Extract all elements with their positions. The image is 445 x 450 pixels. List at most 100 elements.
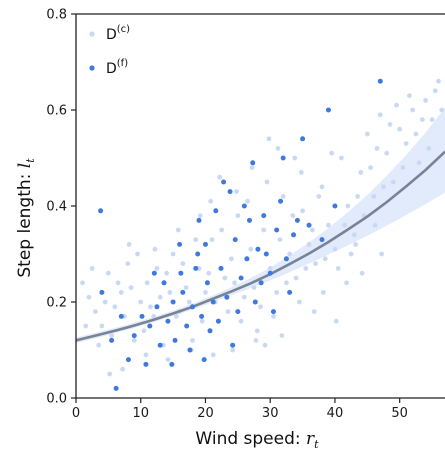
coarse-point xyxy=(118,290,124,295)
coarse-point xyxy=(165,357,171,362)
fine-point xyxy=(232,237,238,243)
fine-point xyxy=(207,328,213,334)
coarse-point xyxy=(280,194,286,199)
coarse-point xyxy=(287,251,293,257)
coarse-point xyxy=(372,222,378,228)
fine-point xyxy=(213,208,219,214)
fine-point xyxy=(218,265,224,271)
coarse-point xyxy=(345,203,351,209)
fine-point xyxy=(224,294,230,300)
coarse-point xyxy=(379,251,384,257)
coarse-point xyxy=(368,165,373,171)
coarse-point xyxy=(279,333,285,338)
fine-point xyxy=(332,203,338,209)
coarse-point xyxy=(241,294,247,300)
coarse-point xyxy=(313,261,318,266)
coarse-point xyxy=(148,304,153,310)
fine-point xyxy=(193,265,199,271)
legend-label-coarse: D(c) xyxy=(106,24,130,43)
coarse-point xyxy=(426,146,432,151)
x-axis-label-text: Wind speed: xyxy=(195,429,306,449)
coarse-point xyxy=(326,222,331,228)
fine-point xyxy=(241,203,247,209)
confidence-band xyxy=(76,107,445,344)
coarse-point xyxy=(175,227,181,233)
coarse-point xyxy=(203,290,208,295)
fine-point xyxy=(169,361,175,367)
coarse-point xyxy=(105,270,111,276)
coarse-point xyxy=(332,246,338,252)
coarse-point xyxy=(235,213,241,219)
coarse-point xyxy=(303,266,309,271)
coarse-point xyxy=(89,266,95,271)
coarse-point xyxy=(306,242,312,247)
coarse-point xyxy=(359,270,365,276)
coarse-point xyxy=(107,371,113,377)
fine-point xyxy=(113,385,119,391)
coarse-point xyxy=(266,136,272,142)
coarse-point xyxy=(151,314,157,319)
fine-point xyxy=(252,299,258,305)
coarse-point xyxy=(275,146,281,151)
legend-label-fine-name: D xyxy=(106,61,117,77)
coarse-point xyxy=(225,309,231,314)
coarse-point xyxy=(248,246,254,252)
fine-point xyxy=(199,313,205,319)
coarse-point xyxy=(406,93,412,98)
coarse-point xyxy=(183,285,189,290)
fine-point xyxy=(131,333,137,339)
coarse-point xyxy=(397,126,403,132)
fine-point xyxy=(99,289,105,295)
x-axis-label-sub: t xyxy=(314,438,319,450)
x-axis-label: Wind speed: rt xyxy=(195,429,319,450)
fine-point xyxy=(291,232,297,238)
coarse-point xyxy=(300,208,305,214)
coarse-point xyxy=(93,309,98,314)
fine-point xyxy=(180,289,186,295)
fine-point xyxy=(238,275,244,281)
coarse-point xyxy=(209,237,215,243)
coarse-point xyxy=(419,117,425,122)
coarse-point xyxy=(358,170,364,175)
fine-point xyxy=(280,155,286,161)
coarse-point xyxy=(131,338,137,343)
coarse-point xyxy=(261,227,267,233)
coarse-point xyxy=(170,251,176,257)
coarse-point xyxy=(436,78,441,84)
coarse-point xyxy=(432,88,438,94)
y-axis: 0.0 0.2 0.4 0.6 0.8 xyxy=(46,8,76,407)
fine-point xyxy=(263,251,269,257)
fine-point xyxy=(157,342,163,348)
coarse-point xyxy=(394,102,399,108)
y-axis-label-text: Step length: xyxy=(15,168,35,277)
coarse-point xyxy=(364,131,370,137)
fine-point xyxy=(255,246,261,252)
fine-point xyxy=(258,280,264,286)
y-axis-label-sub: t xyxy=(24,158,37,163)
coarse-point xyxy=(355,194,361,199)
coarse-point xyxy=(164,270,170,276)
coarse-point xyxy=(400,165,406,171)
x-tick-label: 30 xyxy=(262,406,279,421)
coarse-point xyxy=(190,338,195,343)
coarse-point xyxy=(329,150,335,156)
fine-point xyxy=(287,289,293,295)
fine-point xyxy=(190,304,196,310)
coarse-point xyxy=(254,328,260,334)
coarse-point xyxy=(413,131,419,137)
coarse-point xyxy=(374,146,380,151)
y-axis-label-math: l xyxy=(15,163,35,168)
coarse-point xyxy=(120,366,126,372)
x-tick-label: 40 xyxy=(327,406,344,421)
coarse-point xyxy=(423,98,428,103)
y-tick-label: 0.4 xyxy=(46,200,67,215)
fit-line-layer xyxy=(75,150,445,342)
coarse-point xyxy=(126,242,132,247)
legend-marker-fine xyxy=(89,65,95,71)
y-tick-label: 0.0 xyxy=(46,392,67,407)
coarse-point xyxy=(416,160,422,166)
coarse-point xyxy=(186,299,192,305)
fine-point xyxy=(139,313,145,319)
fine-point xyxy=(165,318,171,324)
fine-point xyxy=(118,313,124,319)
